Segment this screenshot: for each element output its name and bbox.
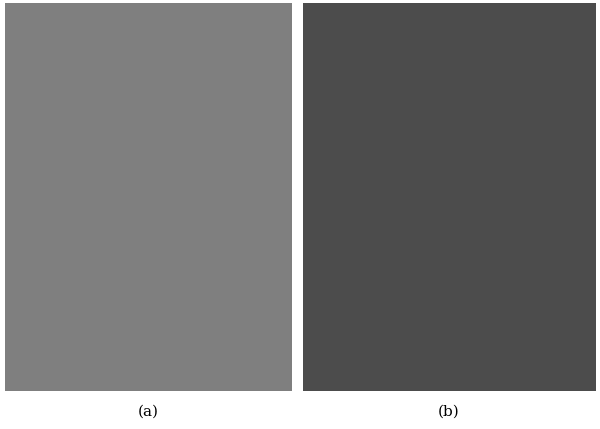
Text: (b): (b): [438, 405, 460, 419]
Text: (a): (a): [138, 405, 159, 419]
